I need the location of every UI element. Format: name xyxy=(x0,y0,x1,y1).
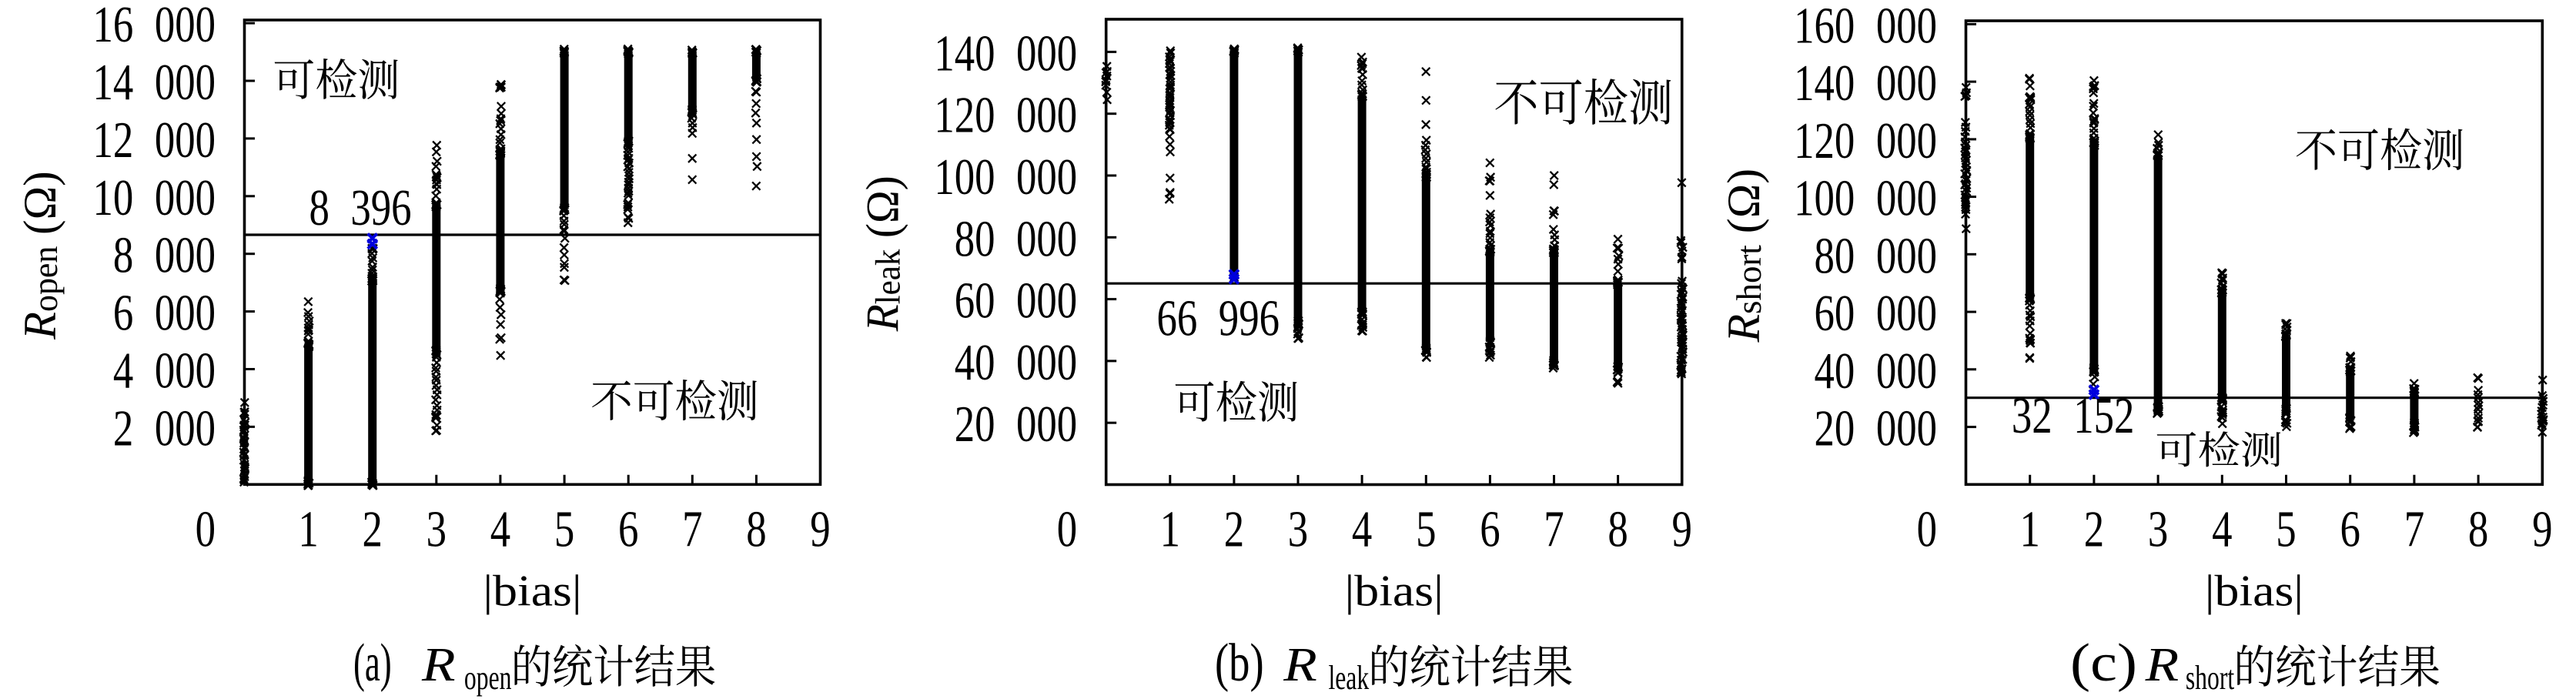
svg-text:8: 8 xyxy=(113,227,133,284)
svg-text:000: 000 xyxy=(1016,87,1077,144)
svg-text:7: 7 xyxy=(1544,501,1564,558)
svg-text:000: 000 xyxy=(1016,273,1077,329)
svg-text:000: 000 xyxy=(1876,170,1937,227)
svg-text:|bias|: |bias| xyxy=(483,567,581,616)
svg-text:8: 8 xyxy=(746,501,766,558)
svg-text:20: 20 xyxy=(1815,400,1855,457)
svg-text:396: 396 xyxy=(350,179,411,236)
svg-text:60: 60 xyxy=(1815,285,1855,342)
svg-text:000: 000 xyxy=(1876,112,1937,169)
svg-text:7: 7 xyxy=(682,501,702,558)
svg-text:000: 000 xyxy=(155,54,216,111)
svg-text:0: 0 xyxy=(196,501,216,558)
svg-text:32: 32 xyxy=(2012,387,2052,444)
svg-text:000: 000 xyxy=(1876,400,1937,457)
svg-text:000: 000 xyxy=(1876,55,1937,112)
svg-text:1: 1 xyxy=(2020,501,2040,558)
svg-text:4: 4 xyxy=(490,501,510,558)
svg-text:8: 8 xyxy=(1607,501,1628,558)
svg-text:(c): (c) xyxy=(2070,634,2137,693)
svg-text:000: 000 xyxy=(155,169,216,226)
svg-text:100: 100 xyxy=(934,149,995,206)
svg-text:6: 6 xyxy=(2340,501,2360,558)
svg-text:120: 120 xyxy=(1794,112,1855,169)
svg-text:12: 12 xyxy=(93,112,134,169)
svg-text:7: 7 xyxy=(2404,501,2424,558)
svg-text:000: 000 xyxy=(1876,0,1937,55)
svg-text:20: 20 xyxy=(955,396,995,453)
svg-text:3: 3 xyxy=(2148,501,2168,558)
svg-text:9: 9 xyxy=(810,501,830,558)
svg-text:5: 5 xyxy=(1416,501,1436,558)
svg-text:1: 1 xyxy=(1160,501,1180,558)
svg-text:140: 140 xyxy=(934,25,995,82)
svg-text:10: 10 xyxy=(93,169,134,226)
svg-text:996: 996 xyxy=(1219,290,1280,347)
svg-text:8: 8 xyxy=(309,179,330,236)
svg-text:66: 66 xyxy=(1157,290,1198,347)
svg-text:000: 000 xyxy=(1016,149,1077,206)
svg-text:3: 3 xyxy=(1288,501,1308,558)
svg-text:40: 40 xyxy=(1815,343,1855,400)
svg-text:5: 5 xyxy=(554,501,574,558)
svg-text:short: short xyxy=(2186,660,2235,697)
svg-text:000: 000 xyxy=(155,343,216,400)
svg-text:|bias|: |bias| xyxy=(2205,567,2303,616)
svg-text:R: R xyxy=(2145,638,2180,691)
svg-text:4: 4 xyxy=(1352,501,1372,558)
svg-text:160: 160 xyxy=(1794,0,1855,55)
svg-text:60: 60 xyxy=(955,273,995,329)
svg-text:80: 80 xyxy=(1815,227,1855,284)
svg-text:100: 100 xyxy=(1794,170,1855,227)
svg-text:R: R xyxy=(1283,638,1317,691)
svg-text:40: 40 xyxy=(955,334,995,391)
svg-text:000: 000 xyxy=(1876,227,1937,284)
svg-text:leak: leak xyxy=(1328,660,1369,697)
svg-text:152: 152 xyxy=(2073,387,2134,444)
svg-text:000: 000 xyxy=(155,400,216,457)
svg-text:6: 6 xyxy=(113,285,133,342)
svg-text:000: 000 xyxy=(1016,25,1077,82)
svg-text:000: 000 xyxy=(1016,334,1077,391)
svg-text:R: R xyxy=(421,638,456,691)
svg-text:2: 2 xyxy=(113,400,133,457)
svg-text:(b): (b) xyxy=(1215,633,1264,693)
svg-text:000: 000 xyxy=(155,285,216,342)
svg-text:000: 000 xyxy=(155,112,216,169)
svg-text:2: 2 xyxy=(363,501,383,558)
svg-text:000: 000 xyxy=(1876,343,1937,400)
svg-text:14: 14 xyxy=(93,54,134,111)
svg-text:Ropen (Ω): Ropen (Ω) xyxy=(14,171,65,339)
svg-text:80: 80 xyxy=(955,210,995,267)
svg-text:000: 000 xyxy=(1016,396,1077,453)
svg-text:6: 6 xyxy=(1480,501,1500,558)
svg-text:Rleak (Ω): Rleak (Ω) xyxy=(857,176,908,332)
svg-text:5: 5 xyxy=(2276,501,2296,558)
svg-text:000: 000 xyxy=(155,227,216,284)
svg-text:0: 0 xyxy=(1917,501,1937,558)
svg-text:9: 9 xyxy=(1672,501,1692,558)
svg-text:6: 6 xyxy=(618,501,638,558)
svg-text:3: 3 xyxy=(427,501,447,558)
svg-text:1: 1 xyxy=(298,501,318,558)
svg-text:4: 4 xyxy=(113,343,133,400)
svg-text:9: 9 xyxy=(2532,501,2552,558)
svg-text:Rshort (Ω): Rshort (Ω) xyxy=(1718,169,1769,343)
svg-text:000: 000 xyxy=(155,0,216,54)
svg-text:140: 140 xyxy=(1794,55,1855,112)
svg-text:0: 0 xyxy=(1057,501,1077,558)
svg-text:2: 2 xyxy=(1224,501,1244,558)
svg-text:(a): (a) xyxy=(353,633,392,692)
svg-text:2: 2 xyxy=(2084,501,2104,558)
svg-text:000: 000 xyxy=(1876,285,1937,342)
svg-text:000: 000 xyxy=(1016,210,1077,267)
svg-text:4: 4 xyxy=(2212,501,2232,558)
svg-text:16: 16 xyxy=(93,0,134,54)
svg-text:|bias|: |bias| xyxy=(1345,567,1444,616)
svg-text:open: open xyxy=(464,660,512,697)
svg-text:8: 8 xyxy=(2468,501,2488,558)
svg-text:120: 120 xyxy=(934,87,995,144)
